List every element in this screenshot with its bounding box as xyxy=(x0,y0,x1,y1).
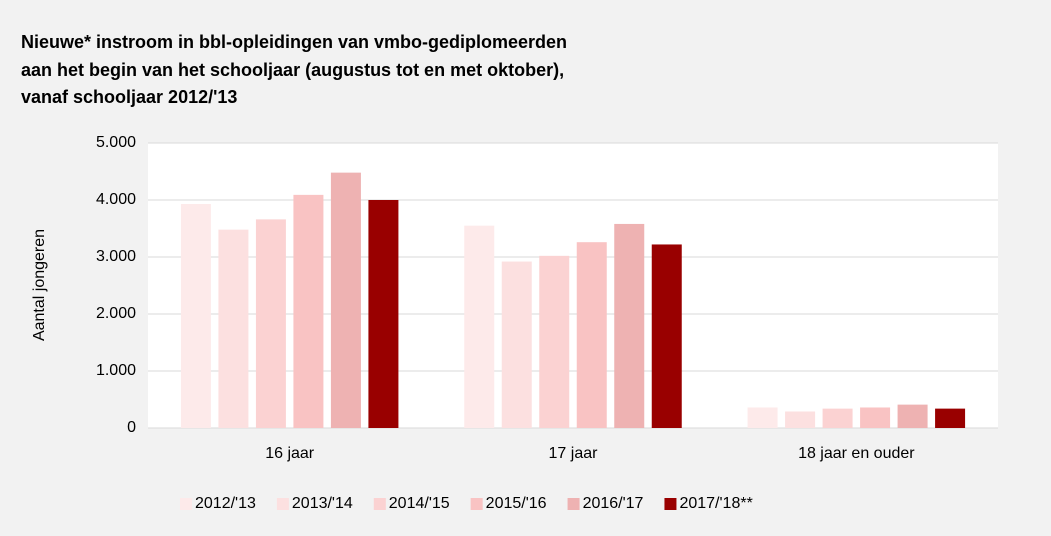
legend-label: 2015/'16 xyxy=(486,495,547,512)
legend-label: 2016/'17 xyxy=(583,495,644,512)
legend-swatch xyxy=(180,498,192,510)
chart-title: aan het begin van het schooljaar (august… xyxy=(21,60,564,80)
bar xyxy=(464,225,495,428)
bar xyxy=(501,261,532,428)
x-tick-label: 16 jaar xyxy=(265,445,315,462)
legend-swatch xyxy=(664,498,677,510)
legend-swatch xyxy=(276,498,289,510)
bar xyxy=(860,407,891,428)
chart-title: vanaf schooljaar 2012/'13 xyxy=(21,87,237,107)
bar xyxy=(614,223,645,428)
y-axis-label: Aantal jongeren xyxy=(31,229,48,341)
bar xyxy=(180,203,211,428)
legend-swatch xyxy=(470,498,483,510)
bar xyxy=(576,242,607,428)
legend-label: 2017/'18** xyxy=(679,495,752,512)
legend-swatch xyxy=(567,498,580,510)
x-tick-label: 18 jaar en ouder xyxy=(798,445,915,462)
y-tick-label: 5.000 xyxy=(96,134,136,151)
x-tick-label: 17 jaar xyxy=(549,445,599,462)
bar xyxy=(935,408,966,428)
bar xyxy=(218,229,249,428)
bar xyxy=(255,219,286,428)
bar xyxy=(897,404,928,428)
chart-title: Nieuwe* instroom in bbl-opleidingen van … xyxy=(21,32,567,52)
bar xyxy=(651,244,682,428)
y-tick-label: 1.000 xyxy=(96,362,136,379)
y-tick-label: 0 xyxy=(127,419,136,436)
bar xyxy=(785,411,816,428)
y-tick-label: 3.000 xyxy=(96,248,136,265)
y-tick-label: 4.000 xyxy=(96,191,136,208)
bar xyxy=(747,407,778,428)
bar xyxy=(822,408,853,428)
legend-label: 2013/'14 xyxy=(292,495,353,512)
bar xyxy=(293,194,324,428)
y-tick-label: 2.000 xyxy=(96,305,136,322)
legend-swatch xyxy=(373,498,386,510)
legend-label: 2012/'13 xyxy=(195,495,256,512)
plot-area xyxy=(148,143,998,428)
bar xyxy=(368,200,399,428)
bar xyxy=(330,172,361,428)
bar xyxy=(539,255,570,428)
legend-label: 2014/'15 xyxy=(389,495,450,512)
